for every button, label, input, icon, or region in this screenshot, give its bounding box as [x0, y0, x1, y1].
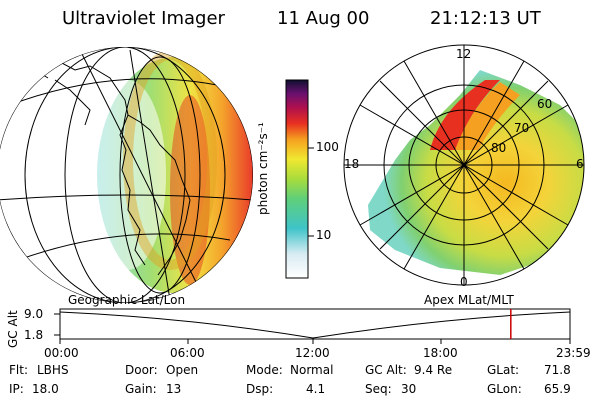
coastline — [24, 61, 191, 276]
geographic-globe — [0, 47, 253, 303]
status-glon-key: GLon: — [487, 382, 522, 396]
mlt-label-0: 0 — [460, 275, 468, 289]
altitude-ytick-low: 1.8 — [24, 328, 44, 342]
status-gcalt-key: GC Alt: — [365, 363, 407, 377]
status-seq-value: 30 — [401, 382, 417, 396]
dayside-arc — [430, 80, 500, 150]
status-mode-key: Mode: — [246, 363, 283, 377]
time-tick-0000: 00:00 — [44, 346, 79, 360]
mlt-label-6: 6 — [576, 157, 584, 171]
right-panel-caption: Apex MLat/MLT — [424, 293, 514, 307]
graticule — [0, 47, 253, 303]
colorbar-tick-10: 10 — [316, 228, 332, 242]
status-seq-key: Seq: — [365, 382, 392, 396]
lat-label-60: 60 — [537, 97, 553, 111]
altitude-ylabel: GC Alt — [6, 310, 20, 348]
colorbar — [285, 79, 314, 279]
left-panel-caption: Geographic Lat/Lon — [68, 293, 186, 307]
altitude-ytick-high: 9.0 — [24, 307, 44, 321]
time-label: 21:12:13 UT — [430, 8, 541, 29]
status-flt-key: Flt: — [9, 363, 28, 377]
time-tick-1800: 18:00 — [423, 346, 458, 360]
altitude-curve — [59, 311, 571, 339]
date-label: 11 Aug 00 — [277, 8, 370, 29]
status-gain-key: Gain: — [125, 382, 157, 396]
status-glon-value: 65.9 — [544, 382, 571, 396]
status-door-value: Open — [166, 363, 199, 377]
colorbar-label: photon cm⁻²s⁻¹ — [256, 122, 270, 215]
status-door-key: Door: — [125, 363, 158, 377]
status-ip-key: IP: — [9, 382, 24, 396]
status-mode-value: Normal — [290, 363, 334, 377]
status-gcalt-value: 9.4 Re — [414, 363, 453, 377]
emission-peak — [170, 95, 210, 285]
altitude-xticks — [59, 339, 571, 344]
status-dsp-key: Dsp: — [246, 382, 274, 396]
colorbar-tick-100: 100 — [316, 140, 339, 154]
polar-plot — [343, 44, 585, 286]
lat-label-70: 70 — [514, 121, 530, 135]
altitude-plot — [54, 308, 571, 344]
polar-emission — [368, 70, 584, 275]
status-flt-value: LBHS — [37, 363, 69, 377]
polar-grid — [343, 44, 585, 286]
status-dsp-value: 4.1 — [306, 382, 326, 396]
lat-label-80: 80 — [491, 141, 507, 155]
status-ip-value: 18.0 — [32, 382, 59, 396]
dayside-arc-glow — [455, 82, 520, 150]
status-glat-value: 71.8 — [544, 363, 571, 377]
status-glat-key: GLat: — [487, 363, 520, 377]
status-gain-value: 13 — [166, 382, 182, 396]
time-tick-0600: 06:00 — [170, 346, 205, 360]
instrument-title: Ultraviolet Imager — [62, 8, 225, 29]
mlt-label-12: 12 — [456, 47, 472, 61]
mlt-label-18: 18 — [344, 157, 360, 171]
time-tick-2359: 23:59 — [556, 346, 591, 360]
time-tick-1200: 12:00 — [295, 346, 330, 360]
